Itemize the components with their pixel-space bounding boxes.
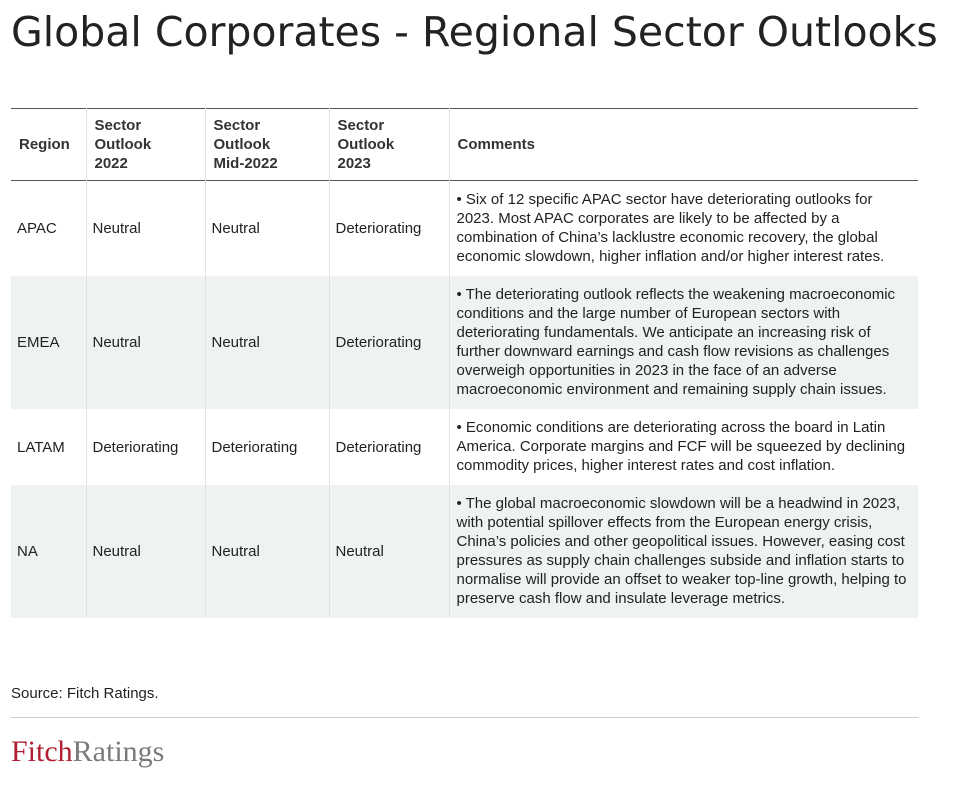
header-outlook-2022-line2: Outlook — [94, 136, 152, 153]
cell-outlook-2023: Deteriorating — [329, 409, 450, 485]
header-outlook-2023-line1: Sector — [337, 117, 385, 134]
cell-region: APAC — [11, 180, 87, 276]
sector-outlook-table: Region Sector Outlook 2022 Sector Outloo… — [11, 108, 918, 618]
cell-outlook-mid-2022: Neutral — [205, 276, 330, 409]
fitch-ratings-logo: FitchRatings — [11, 734, 164, 770]
cell-comment: • The deteriorating outlook reflects the… — [449, 276, 918, 409]
cell-comment: • The global macroeconomic slowdown will… — [449, 485, 918, 618]
header-outlook-2023: Sector Outlook 2023 — [329, 108, 450, 181]
cell-outlook-mid-2022: Neutral — [205, 180, 330, 276]
page-title: Global Corporates - Regional Sector Outl… — [11, 8, 938, 56]
cell-outlook-2023: Deteriorating — [329, 276, 450, 409]
cell-outlook-mid-2022: Deteriorating — [205, 409, 330, 485]
cell-outlook-2023: Neutral — [329, 485, 450, 618]
cell-outlook-2022: Deteriorating — [86, 409, 206, 485]
footer-divider — [11, 717, 919, 718]
header-outlook-2023-line2: Outlook — [337, 136, 395, 153]
header-outlook-mid-2022-line2: Outlook — [213, 136, 271, 153]
cell-outlook-2022: Neutral — [86, 180, 206, 276]
cell-outlook-2022: Neutral — [86, 485, 206, 618]
table-row-emea: EMEA Neutral Neutral Deteriorating • The… — [11, 276, 918, 409]
header-comments: Comments — [449, 109, 918, 181]
cell-comment: • Six of 12 specific APAC sector have de… — [449, 180, 918, 276]
cell-region: EMEA — [11, 276, 87, 409]
header-outlook-mid-2022: Sector Outlook Mid-2022 — [205, 108, 330, 181]
cell-comment: • Economic conditions are deteriorating … — [449, 409, 918, 485]
header-outlook-2022-line3: 2022 — [94, 155, 128, 172]
header-outlook-2022-line1: Sector — [94, 117, 142, 134]
source-note: Source: Fitch Ratings. — [11, 685, 159, 702]
table-header-row: Region Sector Outlook 2022 Sector Outloo… — [11, 108, 918, 181]
header-region-line: Region — [19, 136, 70, 153]
header-comments-line: Comments — [457, 136, 536, 153]
logo-fitch-text: Fitch — [11, 735, 73, 768]
header-region: Region — [11, 108, 87, 181]
cell-region: NA — [11, 485, 87, 618]
header-outlook-mid-2022-line3: Mid-2022 — [213, 155, 278, 172]
table-row-apac: APAC Neutral Neutral Deteriorating • Six… — [11, 180, 918, 276]
cell-outlook-2022: Neutral — [86, 276, 206, 409]
cell-outlook-mid-2022: Neutral — [205, 485, 330, 618]
header-outlook-mid-2022-line1: Sector — [213, 117, 261, 134]
header-outlook-2022: Sector Outlook 2022 — [86, 108, 206, 181]
table-row-latam: LATAM Deteriorating Deteriorating Deteri… — [11, 409, 918, 485]
header-outlook-2023-line3: 2023 — [337, 155, 371, 172]
table-row-na: NA Neutral Neutral Neutral • The global … — [11, 485, 918, 618]
cell-outlook-2023: Deteriorating — [329, 180, 450, 276]
logo-ratings-text: Ratings — [72, 735, 165, 768]
cell-region: LATAM — [11, 409, 87, 485]
